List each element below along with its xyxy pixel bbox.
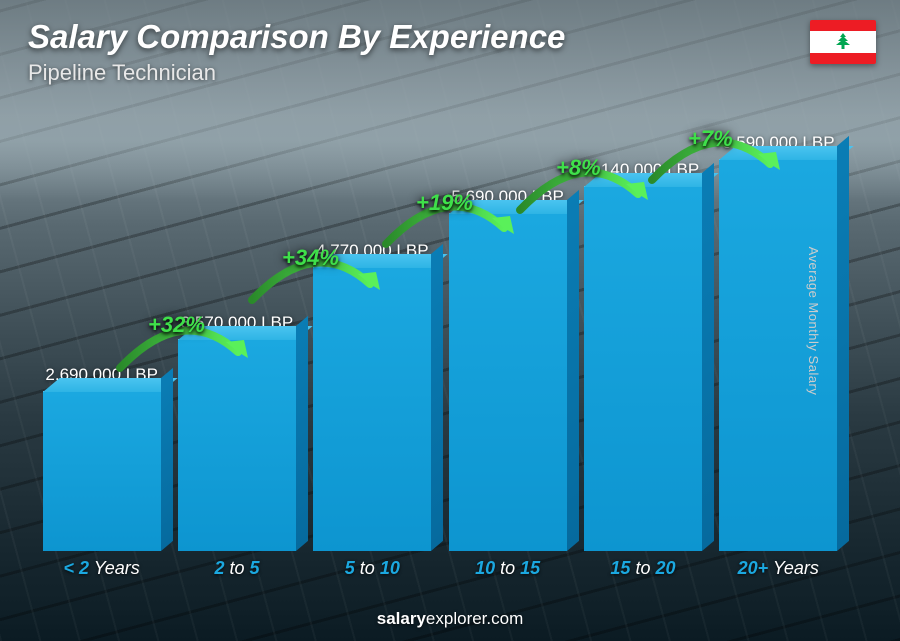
growth-pct-label: +34%: [282, 245, 339, 271]
y-axis-label: Average Monthly Salary: [806, 246, 821, 395]
page-title: Salary Comparison By Experience: [28, 18, 872, 56]
growth-pct-label: +8%: [556, 155, 601, 181]
bar: [584, 186, 702, 551]
bar-category-label: 15 to 20: [610, 558, 675, 579]
flag-stripe-mid: [810, 31, 876, 53]
bar-group: 2,690,000 LBP< 2 Years: [40, 365, 163, 551]
flag-lebanon: [810, 20, 876, 64]
bar-group: 6,590,000 LBP20+ Years: [717, 133, 840, 551]
flag-stripe-bottom: [810, 53, 876, 64]
bar-group: 3,570,000 LBP2 to 5: [175, 313, 298, 551]
header: Salary Comparison By Experience Pipeline…: [28, 18, 872, 86]
bar-group: 5,690,000 LBP10 to 15: [446, 187, 569, 551]
footer-brand: salaryexplorer.com: [0, 609, 900, 629]
bar-category-label: 10 to 15: [475, 558, 540, 579]
growth-pct-label: +7%: [688, 126, 733, 152]
bar: [43, 391, 161, 551]
bar-category-label: 20+ Years: [738, 558, 819, 579]
cedar-icon: [833, 32, 853, 53]
growth-pct-label: +32%: [148, 312, 205, 338]
footer-brand-bold: salary: [377, 609, 426, 628]
bar-group: 6,140,000 LBP15 to 20: [581, 160, 704, 551]
growth-pct-label: +19%: [416, 190, 473, 216]
bar: [178, 339, 296, 551]
bar-category-label: < 2 Years: [64, 558, 140, 579]
bar-category-label: 5 to 10: [345, 558, 400, 579]
bar: [449, 213, 567, 551]
bar-category-label: 2 to 5: [214, 558, 259, 579]
chart-area: 2,690,000 LBP< 2 Years3,570,000 LBP2 to …: [40, 120, 840, 581]
footer-brand-rest: explorer.com: [426, 609, 523, 628]
flag-stripe-top: [810, 20, 876, 31]
bar: [313, 267, 431, 551]
page-subtitle: Pipeline Technician: [28, 60, 872, 86]
bar-group: 4,770,000 LBP5 to 10: [311, 241, 434, 551]
